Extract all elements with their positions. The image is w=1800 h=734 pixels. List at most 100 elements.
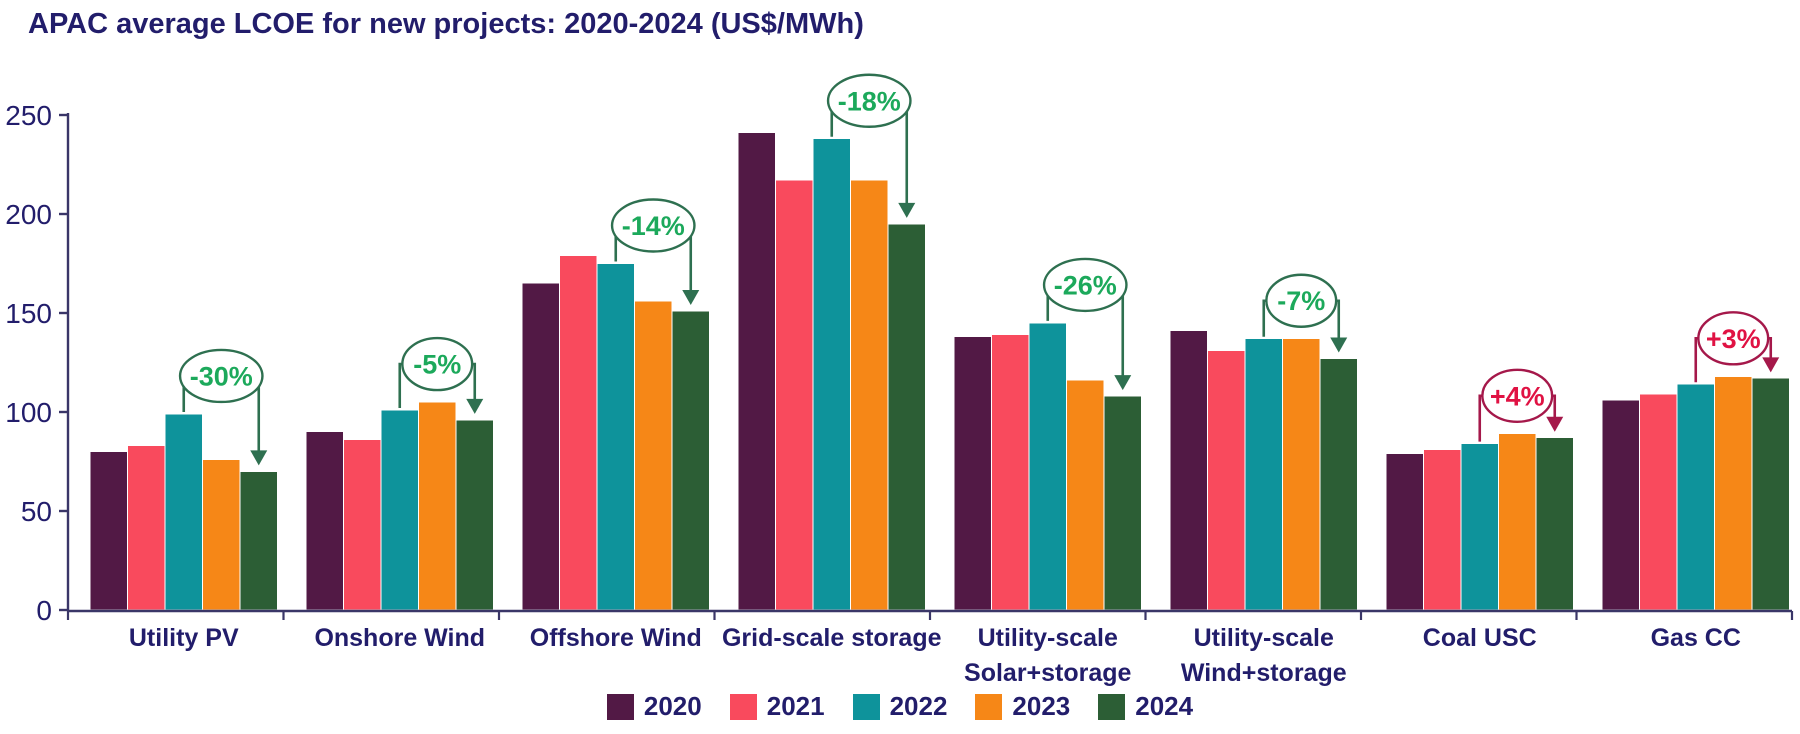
bar (634, 300, 673, 611)
bar (887, 223, 926, 611)
annotation-oval (1265, 273, 1338, 328)
bar (202, 459, 241, 611)
bar (1319, 358, 1358, 611)
annotation-label: -5% (413, 350, 461, 380)
annotation-arrowhead (898, 202, 916, 218)
annotation-label: -26% (1054, 270, 1117, 300)
legend-swatch (729, 693, 757, 720)
legend-item: 2021 (729, 691, 825, 722)
bar (89, 451, 128, 611)
bar (1460, 443, 1499, 611)
legend-item: 2020 (606, 691, 702, 722)
bar (1423, 449, 1462, 611)
bar (1676, 383, 1715, 611)
bar (1385, 453, 1424, 611)
bar (1207, 350, 1246, 611)
bar (127, 445, 166, 611)
bar (343, 439, 382, 611)
legend-swatch (1098, 693, 1126, 720)
legend-swatch (606, 693, 634, 720)
bar (850, 179, 889, 611)
bar (521, 282, 560, 611)
annotation-arrowhead (1546, 416, 1564, 432)
category-label: Utility-scale Solar+storage (964, 624, 1132, 687)
legend-label: 2020 (643, 691, 702, 721)
chart-legend: 2020 2021 2022 2023 2024 (0, 691, 1800, 722)
bar (418, 401, 457, 611)
category-label: Onshore Wind (314, 624, 485, 652)
bar (1639, 393, 1678, 611)
category-label-line: Offshore Wind (530, 624, 702, 652)
legend-label: 2022 (889, 691, 948, 721)
annotation-arrowhead (1762, 357, 1780, 373)
bar (559, 255, 598, 611)
chart-title: APAC average LCOE for new projects: 2020… (28, 8, 864, 40)
annotation-arrowhead (466, 398, 484, 414)
category-label-line: Gas CC (1651, 624, 1741, 652)
category-label-line: Solar+storage (964, 659, 1132, 687)
bar (737, 132, 776, 611)
legend-label: 2021 (766, 691, 825, 721)
annotation-label: -30% (190, 361, 253, 391)
category-label: Utility PV (129, 624, 239, 652)
category-label: Gas CC (1651, 624, 1741, 652)
annotation-oval (826, 73, 912, 128)
category-label-line: Utility PV (129, 624, 239, 652)
legend-label: 2023 (1012, 691, 1071, 721)
y-axis-tick-label: 200 (5, 199, 52, 230)
bar (596, 263, 635, 611)
annotation-oval (610, 198, 696, 253)
category-label-line: Wind+storage (1181, 659, 1347, 687)
bar (1066, 379, 1105, 611)
annotation-oval (401, 336, 474, 392)
bar (1103, 395, 1142, 611)
bar (775, 179, 814, 611)
bar (1244, 338, 1283, 611)
annotation-oval (1697, 311, 1770, 366)
legend-swatch (975, 693, 1003, 720)
y-axis-tick-label: 0 (36, 595, 52, 626)
annotation-arrowhead (250, 450, 268, 466)
bar (1169, 330, 1208, 611)
category-label: Coal USC (1423, 624, 1537, 652)
bar (1498, 433, 1537, 611)
annotation-oval (178, 348, 264, 404)
annotation-label: +4% (1490, 381, 1545, 411)
bar (455, 419, 494, 611)
bar (1714, 375, 1753, 611)
bar (164, 413, 203, 611)
annotation-label: -14% (622, 211, 685, 241)
annotation-arrowhead (682, 290, 700, 306)
bar (1028, 322, 1067, 611)
annotation-arrowhead (1114, 375, 1132, 391)
annotation-label: +3% (1706, 324, 1761, 354)
bar (1535, 437, 1574, 611)
annotation-label: -18% (838, 86, 901, 116)
category-label-line: Grid-scale storage (722, 624, 942, 652)
bar (671, 310, 710, 611)
category-label: Offshore Wind (530, 624, 702, 652)
bar (305, 431, 344, 611)
bar (239, 470, 278, 611)
category-label-line: Utility-scale (978, 624, 1118, 652)
bar (991, 334, 1030, 611)
bar (1751, 377, 1790, 611)
y-axis-tick-label: 150 (5, 298, 52, 329)
bar (1282, 338, 1321, 611)
y-axis-tick-label: 50 (21, 496, 52, 527)
legend-item: 2023 (975, 691, 1070, 722)
category-label-line: Utility-scale (1194, 624, 1334, 652)
category-label-line: Coal USC (1423, 624, 1537, 652)
annotation-oval (1481, 368, 1554, 423)
bar (953, 336, 992, 611)
annotation-label: -7% (1277, 286, 1325, 316)
bar (1601, 399, 1640, 611)
legend-label: 2024 (1135, 691, 1194, 721)
bar (380, 409, 419, 611)
legend-swatch (852, 693, 880, 720)
category-label-line: Onshore Wind (314, 624, 485, 652)
legend-item: 2024 (1098, 691, 1193, 722)
category-label: Grid-scale storage (722, 624, 942, 652)
